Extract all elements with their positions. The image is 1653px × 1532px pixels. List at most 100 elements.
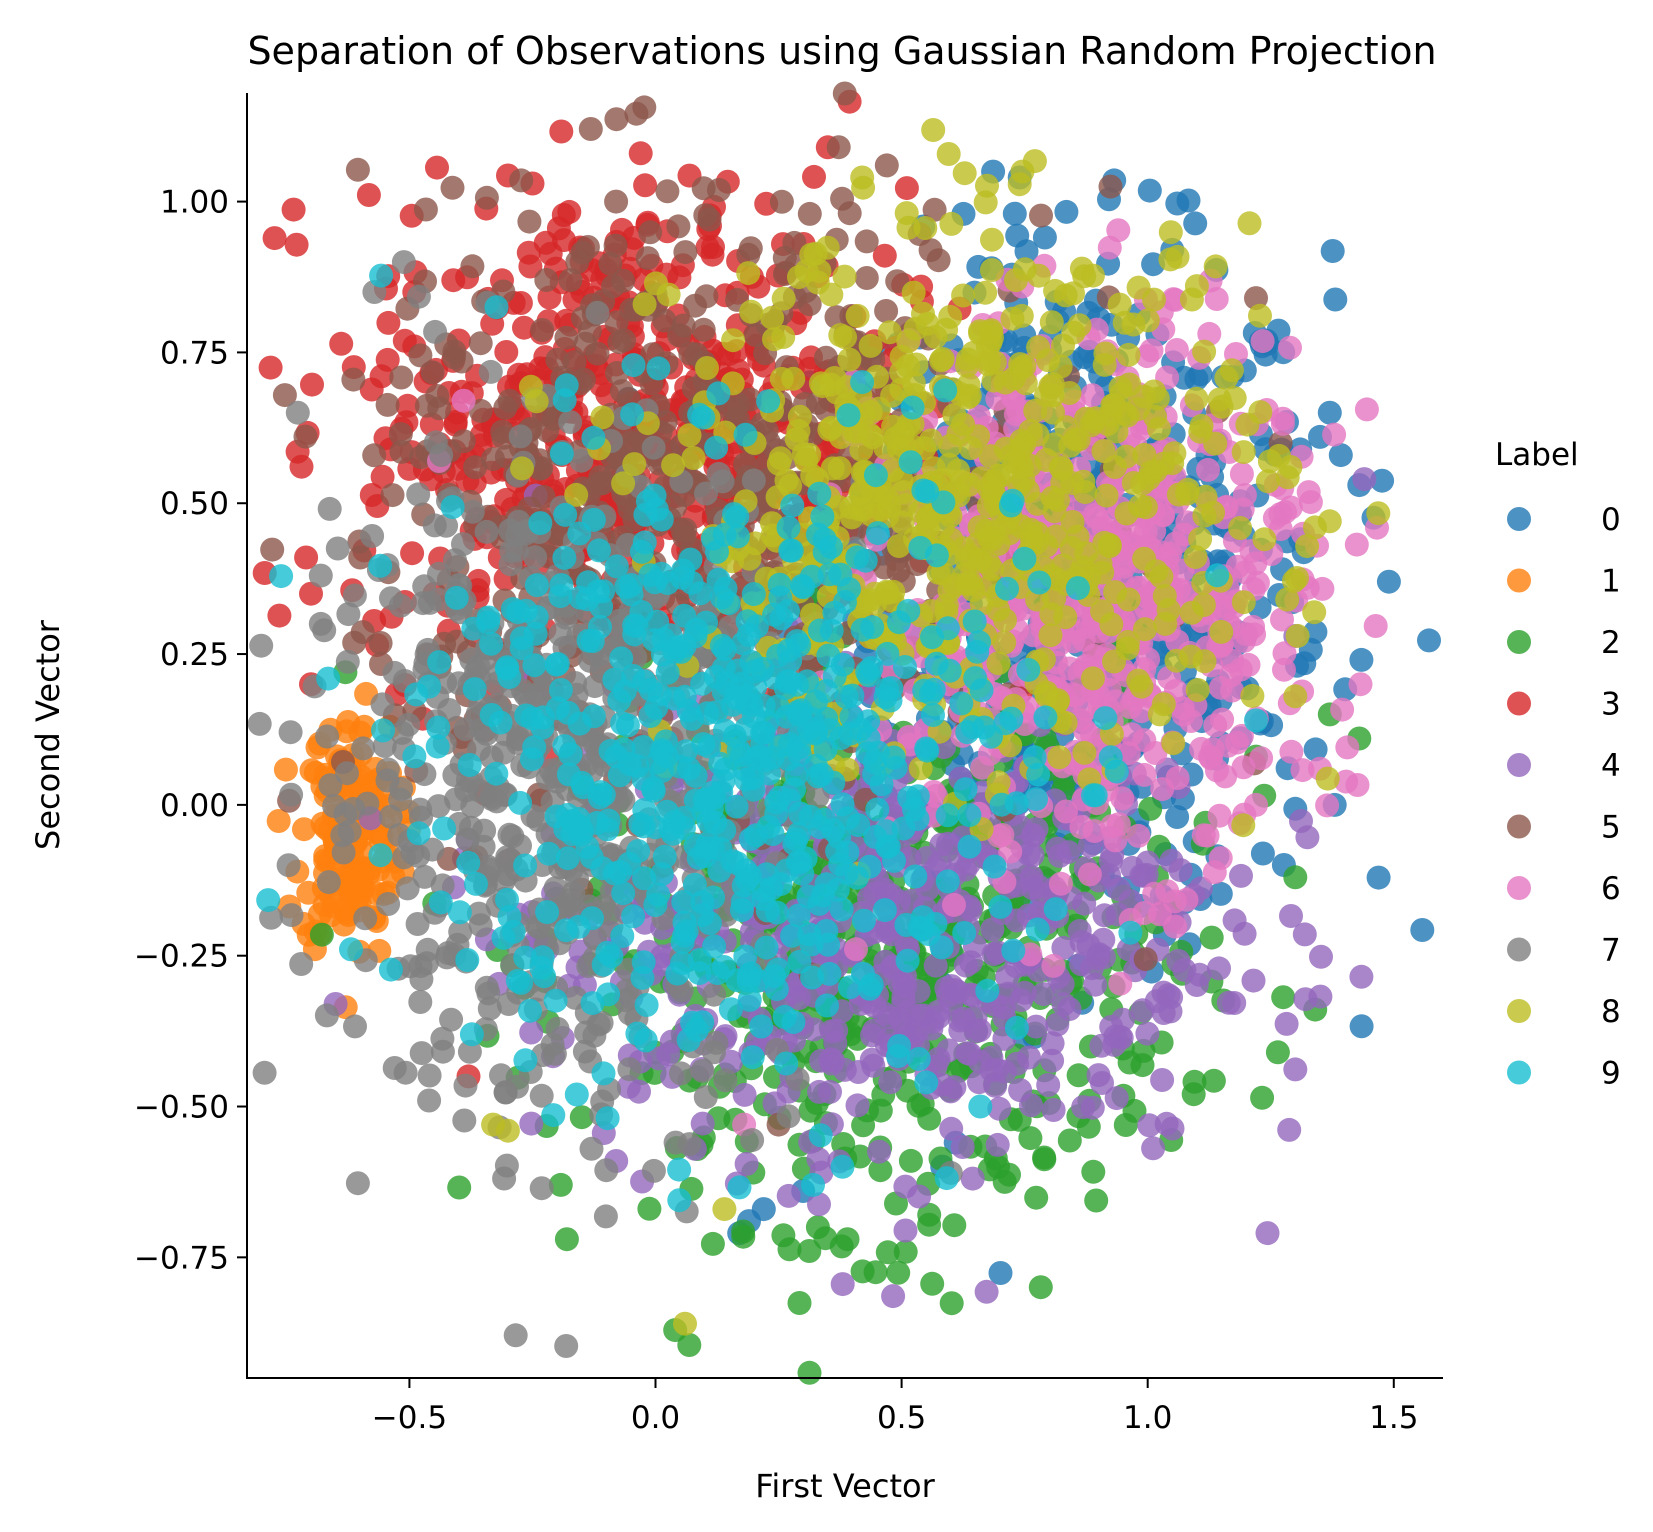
point-label-6 [1348, 672, 1373, 697]
point-label-4 [1040, 1031, 1065, 1056]
point-label-6 [1228, 657, 1253, 682]
point-label-4 [519, 1111, 544, 1136]
point-label-4 [1019, 1093, 1043, 1118]
point-label-5 [588, 465, 613, 490]
point-label-8 [981, 368, 1006, 393]
point-label-5 [611, 268, 636, 293]
point-label-5 [638, 220, 663, 245]
point-label-7 [477, 996, 502, 1021]
point-label-4 [819, 1019, 844, 1044]
point-label-5 [272, 383, 297, 408]
point-label-5 [607, 330, 632, 355]
point-label-2 [1081, 1159, 1106, 1184]
point-label-6 [1080, 383, 1105, 408]
point-label-3 [518, 254, 543, 279]
point-label-7 [554, 1334, 579, 1358]
point-label-7 [396, 712, 421, 737]
point-label-8 [1231, 590, 1256, 615]
point-label-7 [741, 468, 766, 493]
point-label-4 [862, 1018, 886, 1043]
point-label-5 [1133, 947, 1158, 972]
point-label-2 [1057, 1128, 1082, 1153]
point-label-5 [497, 388, 522, 413]
point-label-5 [368, 631, 393, 655]
point-label-3 [494, 487, 519, 512]
point-label-2 [637, 1196, 662, 1221]
point-label-7 [641, 1158, 666, 1183]
point-label-2 [805, 1215, 830, 1240]
point-label-2 [898, 1148, 923, 1173]
point-label-5 [854, 266, 879, 290]
point-label-6 [1164, 338, 1189, 362]
point-label-3 [494, 340, 519, 364]
point-label-6 [1048, 871, 1073, 896]
point-label-8 [1061, 281, 1085, 306]
point-label-6 [1220, 678, 1245, 703]
point-label-4 [1135, 1021, 1160, 1046]
point-label-6 [1244, 792, 1268, 817]
point-label-6 [1057, 656, 1082, 681]
point-label-5 [769, 189, 794, 214]
point-label-5 [575, 235, 600, 259]
point-label-5 [603, 233, 628, 258]
point-label-5 [653, 409, 678, 434]
point-label-7 [494, 1153, 519, 1178]
point-label-0 [1005, 223, 1030, 248]
point-label-6 [1196, 457, 1220, 482]
point-label-4 [948, 1018, 973, 1043]
point-label-7 [713, 1068, 738, 1093]
point-label-5 [578, 117, 603, 141]
point-label-4 [1131, 863, 1156, 888]
point-label-3 [549, 119, 574, 144]
point-label-2 [886, 1260, 911, 1285]
point-label-2 [1138, 796, 1163, 821]
point-label-6 [1270, 607, 1294, 632]
point-label-4 [1051, 935, 1076, 960]
point-label-5 [534, 268, 559, 292]
point-label-6 [1363, 614, 1388, 638]
point-label-5 [874, 153, 899, 178]
point-label-5 [345, 157, 370, 182]
point-label-7 [474, 519, 499, 544]
point-label-8 [1094, 483, 1119, 508]
point-label-4 [1277, 1117, 1302, 1142]
point-label-7 [289, 952, 314, 976]
point-label-5 [691, 176, 716, 201]
point-label-8 [1237, 211, 1262, 236]
point-label-5 [535, 418, 560, 443]
point-label-3 [359, 377, 384, 402]
point-label-4 [1274, 1011, 1299, 1036]
point-label-0 [1417, 628, 1441, 653]
point-label-6 [1273, 500, 1297, 525]
point-label-3 [299, 581, 323, 606]
point-label-5 [490, 419, 515, 444]
point-label-5 [440, 175, 465, 200]
point-label-6 [1165, 766, 1190, 790]
point-label-0 [1376, 569, 1401, 594]
point-label-7 [370, 692, 395, 717]
point-label-4 [987, 1096, 1012, 1121]
point-label-8 [1184, 386, 1209, 411]
point-label-7 [279, 782, 304, 807]
point-label-7 [376, 892, 401, 916]
point-label-2 [797, 1239, 822, 1263]
point-label-2 [942, 1213, 967, 1238]
point-label-4 [950, 1135, 975, 1159]
point-label-5 [874, 299, 899, 323]
point-label-7 [345, 1171, 370, 1196]
point-label-7 [585, 300, 610, 325]
point-label-4 [953, 857, 978, 882]
point-label-4 [1222, 991, 1247, 1015]
point-label-6 [1108, 971, 1133, 996]
point-label-5 [1029, 203, 1053, 228]
point-label-4 [734, 1151, 759, 1176]
point-label-5 [341, 367, 366, 392]
point-label-3 [667, 265, 692, 290]
point-label-0 [1320, 239, 1345, 263]
point-label-2 [1032, 1145, 1057, 1170]
point-label-6 [1249, 746, 1274, 771]
point-label-8 [1133, 617, 1157, 642]
point-label-7 [593, 1204, 618, 1229]
point-label-0 [1032, 225, 1057, 250]
